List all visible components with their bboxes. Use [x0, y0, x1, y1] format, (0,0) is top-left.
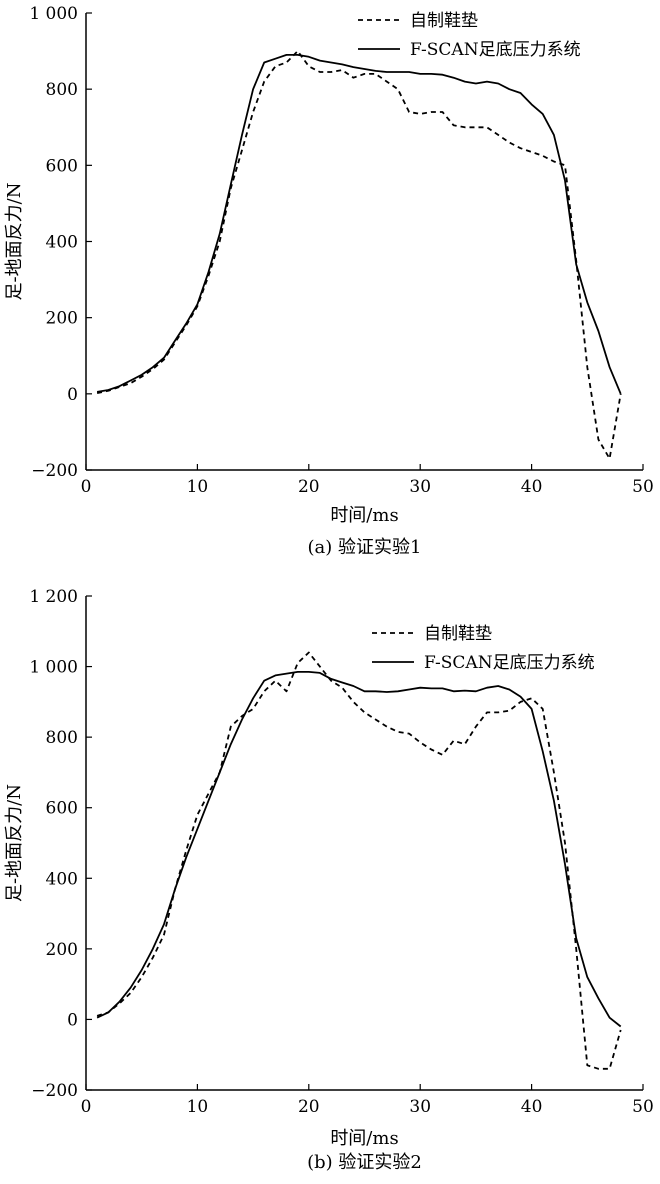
chart-caption: (b) 验证实验2 — [307, 1152, 422, 1173]
series-points-fscan — [97, 55, 621, 394]
series-points-insole — [97, 51, 621, 459]
y-tick-label: 800 — [46, 728, 78, 748]
x-axis-label: 时间/ms — [330, 505, 398, 526]
y-tick-label: 200 — [46, 309, 78, 329]
x-tick-label: 0 — [81, 1097, 92, 1117]
y-tick-label: −200 — [31, 461, 78, 481]
x-tick-label: 30 — [409, 477, 431, 497]
y-tick-label: 800 — [46, 80, 78, 100]
x-axis-label: 时间/ms — [330, 1128, 398, 1149]
y-tick-label: 1 000 — [29, 658, 78, 678]
legend-label: 自制鞋垫 — [424, 624, 492, 644]
x-tick-label: 40 — [521, 1097, 543, 1117]
series-line-fscan — [96, 671, 622, 1028]
y-tick-label: 400 — [46, 233, 78, 253]
legend-label: F-SCAN足底压力系统 — [424, 653, 595, 673]
x-tick-label: 10 — [187, 477, 209, 497]
y-tick-label: 400 — [46, 869, 78, 889]
y-axis-label: 足-地面反力/N — [4, 183, 25, 301]
y-tick-label: 200 — [46, 940, 78, 960]
y-tick-label: 1 000 — [29, 4, 78, 24]
x-tick-label: 20 — [298, 477, 320, 497]
x-tick-label: 30 — [409, 1097, 431, 1117]
x-tick-label: 50 — [632, 477, 654, 497]
y-tick-label: 600 — [46, 799, 78, 819]
series-line-insole — [96, 50, 622, 460]
x-tick-label: 40 — [521, 477, 543, 497]
legend: 自制鞋垫 F-SCAN足底压力系统 — [372, 624, 595, 673]
x-tick-label: 10 — [187, 1097, 209, 1117]
x-tick-label: 20 — [298, 1097, 320, 1117]
x-tick-label: 50 — [632, 1097, 654, 1117]
series-points-fscan — [97, 672, 621, 1027]
y-tick-label: 0 — [67, 1010, 78, 1030]
legend: 自制鞋垫 F-SCAN足底压力系统 — [358, 11, 581, 60]
chart-caption: (a) 验证实验1 — [308, 537, 422, 558]
legend-label: F-SCAN足底压力系统 — [410, 40, 581, 60]
series-line-fscan — [96, 54, 622, 395]
legend-label: 自制鞋垫 — [410, 11, 478, 31]
series-points-insole — [97, 652, 621, 1069]
y-tick-label: 600 — [46, 156, 78, 176]
y-tick-label: 1 200 — [29, 587, 78, 607]
x-tick-label: 0 — [81, 477, 92, 497]
y-axis-label: 足-地面反力/N — [4, 784, 25, 902]
y-tick-label: −200 — [31, 1081, 78, 1101]
y-tick-label: 0 — [67, 385, 78, 405]
series-line-insole — [96, 651, 622, 1070]
